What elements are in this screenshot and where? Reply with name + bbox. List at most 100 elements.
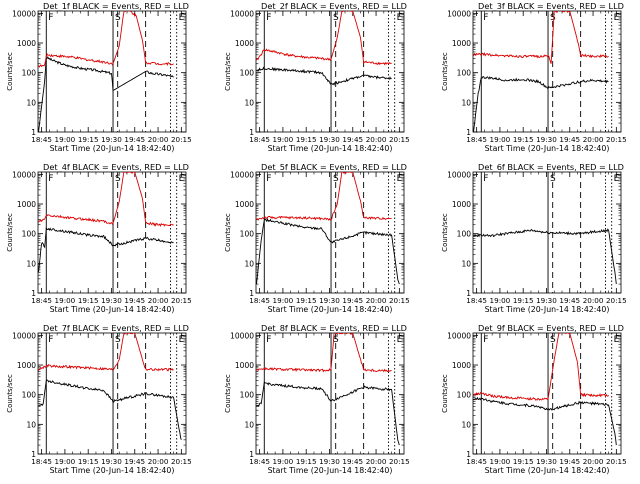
x-tick-label: 20:00: [148, 457, 169, 466]
y-tick-label: 100: [22, 391, 37, 400]
y-tick-label: 1: [466, 289, 471, 298]
x-tick-label: 19:45: [342, 135, 363, 144]
chart-title: Det_5f BLACK = Events, RED = LLD: [261, 162, 407, 172]
time-marker-label: S: [115, 335, 121, 345]
y-tick-label: 10: [244, 420, 254, 429]
time-marker-label: S: [333, 174, 339, 184]
y-tick-label: 10000: [12, 331, 36, 340]
y-axis-label: Counts/sec: [224, 213, 232, 252]
chart-title: Det_8f BLACK = Events, RED = LLD: [261, 323, 407, 333]
x-tick-label: 18:45: [31, 135, 52, 144]
series-line-events: [473, 228, 617, 285]
x-tick-label: 20:15: [171, 296, 192, 305]
x-tick-label: 19:30: [536, 457, 557, 466]
time-marker-label: F: [266, 174, 271, 184]
y-tick-label: 1: [249, 450, 254, 459]
time-marker-label: S: [115, 174, 121, 184]
x-tick-label: 19:45: [559, 457, 580, 466]
x-tick-label: 20:00: [583, 457, 604, 466]
time-marker-label: F: [266, 335, 271, 345]
y-axis-label: Counts/sec: [6, 52, 14, 91]
x-tick-label: 19:00: [55, 135, 76, 144]
time-marker-label: S: [550, 174, 556, 184]
x-tick-label: 18:45: [249, 457, 270, 466]
y-tick-label: 1000: [235, 39, 254, 48]
chart-panel-4: Det_4f BLACK = Events, RED = LLD 1 10 100 10…: [6, 162, 192, 314]
x-axis-label: Start Time (20-Jun-14 18:42:40): [268, 305, 393, 314]
x-tick-label: 19:30: [101, 135, 122, 144]
chart-panel-6: Det_6f BLACK = Events, RED = LLD 1 10 100 10…: [441, 162, 627, 314]
chart-title: Det_9f BLACK = Events, RED = LLD: [478, 323, 624, 333]
y-tick-label: 1: [249, 289, 254, 298]
chart-title: Det_4f BLACK = Events, RED = LLD: [43, 162, 189, 172]
y-tick-label: 100: [240, 69, 255, 78]
chart-title: Det_3f BLACK = Events, RED = LLD: [478, 1, 624, 11]
series-line-events: [256, 381, 400, 446]
y-axis-label: Counts/sec: [6, 213, 14, 252]
time-marker-label: F: [266, 13, 271, 23]
x-tick-label: 19:45: [342, 457, 363, 466]
y-tick-label: 10000: [447, 170, 471, 179]
x-tick-label: 19:15: [513, 457, 534, 466]
x-tick-label: 20:15: [171, 457, 192, 466]
series-line-events: [38, 379, 182, 440]
y-axis-label: Counts/sec: [441, 213, 449, 252]
time-marker-label: E: [397, 174, 403, 184]
y-tick-label: 1000: [235, 200, 254, 209]
x-tick-label: 19:30: [101, 296, 122, 305]
time-marker-label: S: [115, 13, 121, 23]
x-axis-label: Start Time (20-Jun-14 18:42:40): [268, 466, 393, 475]
chart-panel-7: Det_7f BLACK = Events, RED = LLD 1 10 100 10…: [6, 323, 192, 475]
time-marker-label: F: [483, 13, 488, 23]
y-tick-label: 1: [31, 450, 36, 459]
time-marker-label: F: [48, 174, 53, 184]
time-marker-label: S: [333, 335, 339, 345]
x-tick-label: 19:15: [296, 135, 317, 144]
plot-frame: [37, 10, 187, 133]
y-tick-label: 10000: [230, 170, 254, 179]
y-tick-label: 100: [22, 230, 37, 239]
y-tick-label: 1: [249, 128, 254, 137]
x-axis-label: Start Time (20-Jun-14 18:42:40): [268, 144, 393, 153]
time-marker-label: E: [614, 13, 620, 23]
y-axis-label: Counts/sec: [224, 374, 232, 413]
y-tick-label: 10000: [447, 331, 471, 340]
time-marker-label: F: [483, 174, 488, 184]
y-tick-label: 10: [461, 420, 471, 429]
series-line-lld: [256, 172, 392, 221]
plot-frame: [255, 10, 405, 133]
x-tick-label: 20:00: [366, 296, 387, 305]
chart-title: Det_2f BLACK = Events, RED = LLD: [261, 1, 407, 11]
x-tick-label: 20:00: [366, 135, 387, 144]
series-line-lld: [38, 333, 174, 372]
x-tick-label: 20:00: [583, 296, 604, 305]
y-tick-label: 10: [461, 98, 471, 107]
x-tick-label: 18:45: [31, 457, 52, 466]
x-tick-label: 18:45: [466, 135, 487, 144]
series-line-events: [38, 226, 174, 273]
plot-frame: [37, 332, 187, 455]
y-axis-label: Counts/sec: [6, 374, 14, 413]
x-axis-label: Start Time (20-Jun-14 18:42:40): [485, 466, 610, 475]
x-tick-label: 20:15: [389, 457, 410, 466]
x-tick-label: 19:45: [124, 296, 145, 305]
x-tick-label: 20:15: [606, 296, 627, 305]
time-marker-label: E: [179, 335, 185, 345]
x-tick-label: 19:45: [559, 296, 580, 305]
time-marker-label: E: [397, 335, 403, 345]
y-tick-label: 10: [26, 420, 36, 429]
time-marker-label: S: [550, 335, 556, 345]
x-tick-label: 19:00: [55, 296, 76, 305]
y-tick-label: 10000: [12, 9, 36, 18]
series-line-lld: [38, 11, 174, 68]
y-tick-label: 100: [240, 391, 255, 400]
time-marker-label: E: [397, 13, 403, 23]
x-tick-label: 18:45: [249, 135, 270, 144]
y-tick-label: 10: [26, 98, 36, 107]
chart-panel-9: Det_9f BLACK = Events, RED = LLD 1 10 100 10…: [441, 323, 627, 475]
plot-frame: [255, 332, 405, 455]
y-tick-label: 10000: [230, 331, 254, 340]
plot-frame: [472, 171, 622, 294]
x-tick-label: 19:45: [559, 135, 580, 144]
